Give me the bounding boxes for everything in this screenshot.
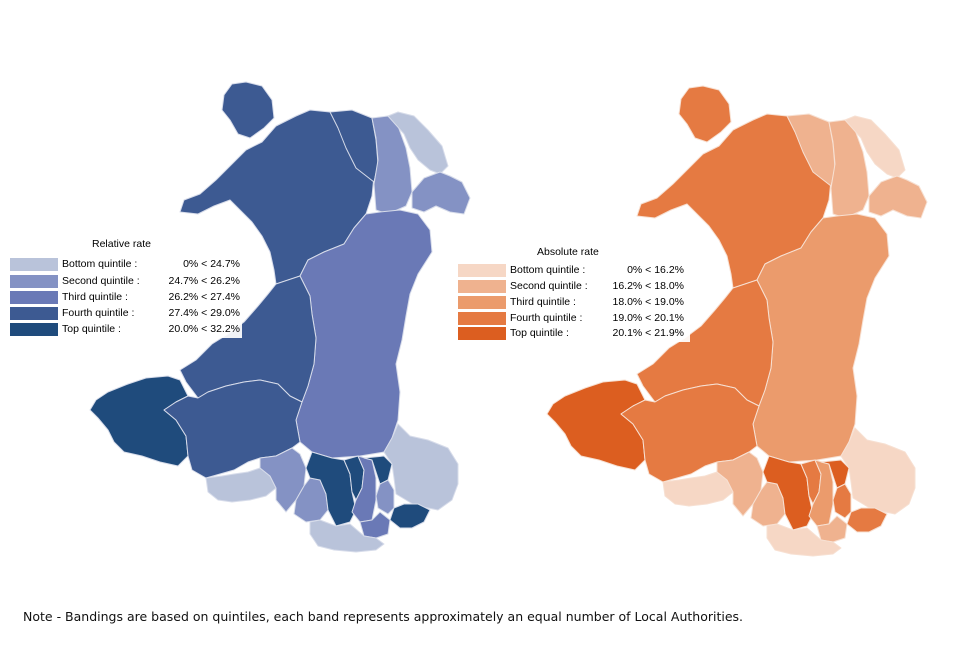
- region-gwynedd: [636, 113, 832, 289]
- legend-swatch: [458, 312, 506, 325]
- region-torfaen: [832, 483, 852, 519]
- legend-swatch: [10, 323, 58, 336]
- legend-swatch: [458, 327, 506, 340]
- region-wrexham: [411, 171, 471, 215]
- region-monmouthshire: [840, 427, 916, 515]
- legend-title: Relative rate: [92, 238, 151, 250]
- legend-label: Third quintile :: [510, 296, 576, 308]
- legend-label: Fourth quintile :: [62, 307, 135, 319]
- legend-range: 18.0% < 19.0%: [612, 296, 684, 308]
- legend-title: Absolute rate: [537, 246, 599, 258]
- legend-swatch: [10, 307, 58, 320]
- legend-range: 16.2% < 18.0%: [612, 280, 684, 292]
- legend-range: 0% < 24.7%: [183, 258, 240, 270]
- legend-label: Bottom quintile :: [62, 258, 138, 270]
- region-flintshire: [387, 111, 449, 175]
- legend-label: Top quintile :: [62, 323, 121, 335]
- legend-label: Second quintile :: [62, 275, 140, 287]
- region-anglesey: [221, 81, 275, 139]
- legend-range: 24.7% < 26.2%: [168, 275, 240, 287]
- legend-swatch: [458, 264, 506, 277]
- legend-label: Fourth quintile :: [510, 312, 583, 324]
- legend-range: 19.0% < 20.1%: [612, 312, 684, 324]
- legend-absolute: Absolute rate Bottom quintile : 0% < 16.…: [456, 244, 690, 342]
- legend-label: Second quintile :: [510, 280, 588, 292]
- region-anglesey: [678, 85, 732, 143]
- region-vale-of-glamorgan: [309, 519, 385, 553]
- footnote: Note - Bandings are based on quintiles, …: [23, 609, 744, 624]
- absolute-rate-map: [546, 85, 928, 557]
- region-flintshire: [844, 115, 906, 179]
- relative-rate-map: [89, 81, 471, 553]
- region-newport: [389, 503, 431, 529]
- legend-range: 27.4% < 29.0%: [168, 307, 240, 319]
- legend-range: 20.0% < 32.2%: [168, 323, 240, 335]
- legend-label: Bottom quintile :: [510, 264, 586, 276]
- region-wrexham: [868, 175, 928, 219]
- region-torfaen: [375, 479, 395, 515]
- legend-range: 0% < 16.2%: [627, 264, 684, 276]
- legend-range: 20.1% < 21.9%: [612, 327, 684, 339]
- legend-swatch: [10, 291, 58, 304]
- region-gwynedd: [179, 109, 375, 285]
- region-vale-of-glamorgan: [766, 523, 842, 557]
- legend-swatch: [10, 275, 58, 288]
- legend-swatch: [10, 258, 58, 271]
- legend-range: 26.2% < 27.4%: [168, 291, 240, 303]
- legend-swatch: [458, 280, 506, 293]
- legend-swatch: [458, 296, 506, 309]
- region-pembrokeshire: [546, 379, 646, 471]
- legend-label: Top quintile :: [510, 327, 569, 339]
- legend-label: Third quintile :: [62, 291, 128, 303]
- region-pembrokeshire: [89, 375, 189, 467]
- region-newport: [846, 507, 888, 533]
- region-monmouthshire: [383, 423, 459, 511]
- legend-relative: Relative rate Bottom quintile : 0% < 24.…: [8, 236, 242, 338]
